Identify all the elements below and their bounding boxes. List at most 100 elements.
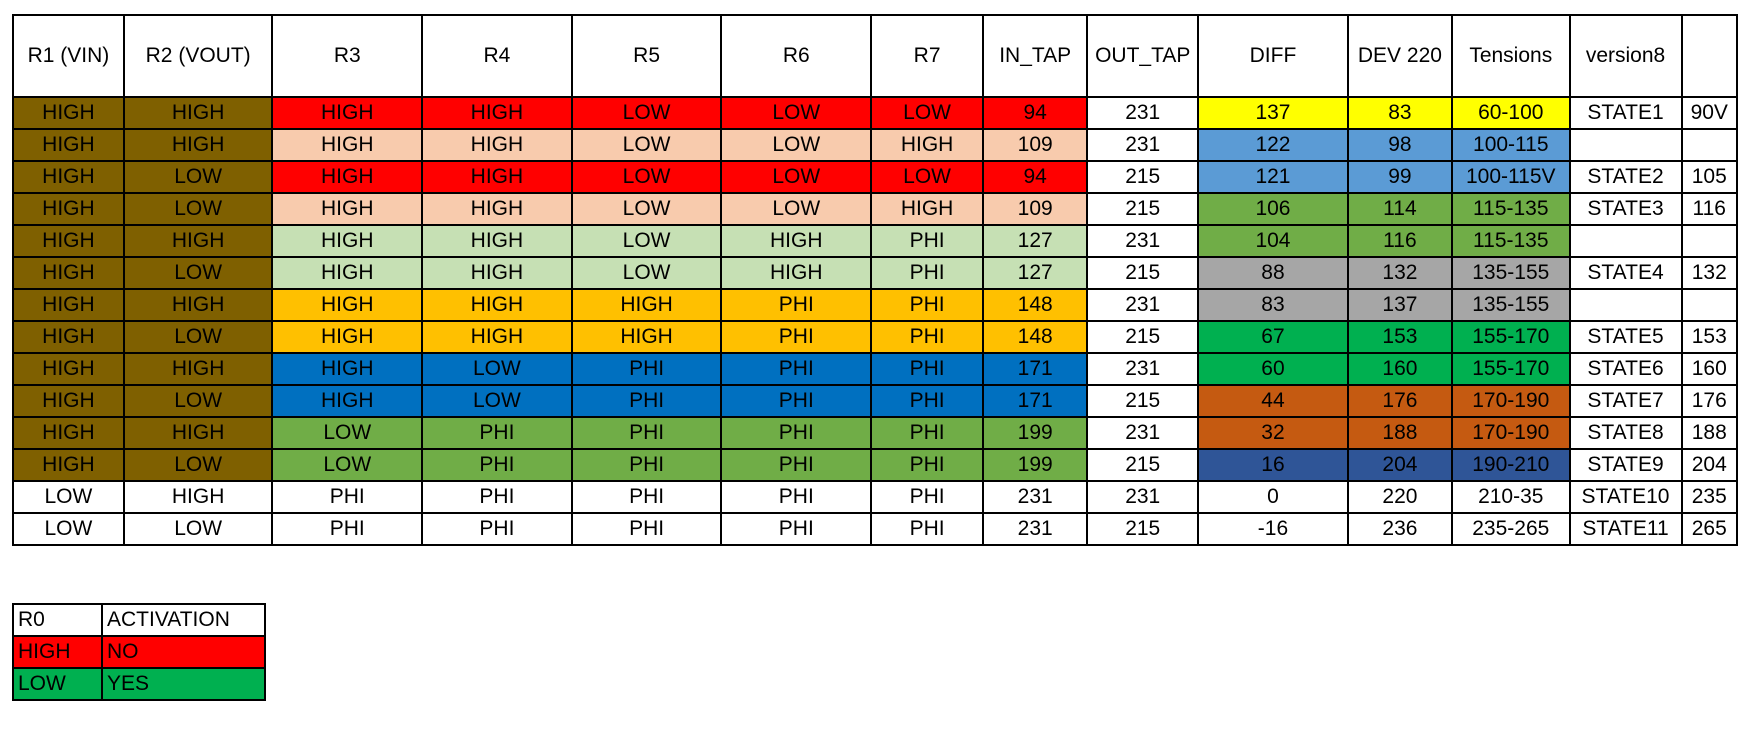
table-cell: STATE7 (1568, 384, 1683, 418)
table-cell: 176 (1680, 384, 1738, 418)
table-cell: STATE10 (1568, 480, 1683, 514)
table-row: HIGH HIGH HIGH HIGH HIGH PHI PHI 148 231 83 137 135… (12, 288, 1738, 322)
table-cell: HIGH (12, 96, 125, 130)
table-cell: 88 (1197, 256, 1349, 290)
table-cell: 60 (1197, 352, 1349, 386)
table-cell: 231 (1086, 128, 1200, 162)
column-header: R5 (570, 14, 723, 98)
table-cell: 231 (1086, 416, 1200, 450)
table-cell: HIGH (12, 416, 125, 450)
table-cell: PHI (870, 320, 985, 354)
column-header: R2 (VOUT) (122, 14, 274, 98)
table-cell: PHI (570, 512, 723, 546)
table-cell: STATE8 (1568, 416, 1683, 450)
table-cell: HIGH (271, 160, 424, 194)
table-cell: PHI (720, 512, 873, 546)
table-cell: HIGH (271, 288, 424, 322)
table-cell (1680, 288, 1738, 322)
table-row: LOW HIGH PHI PHI PHI PHI PHI 231 231 0 220 210-35 ST… (12, 480, 1738, 514)
table-cell: STATE11 (1568, 512, 1683, 546)
table-cell: 215 (1086, 192, 1200, 226)
table-cell: 132 (1680, 256, 1738, 290)
table-cell: PHI (870, 224, 985, 258)
table-cell: 115-135 (1451, 224, 1571, 258)
table-cell: HIGH (271, 192, 424, 226)
table-cell: 215 (1086, 160, 1200, 194)
relay-state-table: R1 (VIN) R2 (VOUT) R3 R4 R5 R6 R7 IN_TAP OUT_TAP… (12, 14, 1738, 546)
table-cell: LOW (122, 448, 274, 482)
table-cell: HIGH (271, 384, 424, 418)
table-cell: PHI (720, 416, 873, 450)
activation-legend-table: R0 ACTIVATION HIGH NO LOW YES (12, 603, 266, 701)
table-cell: 155-170 (1451, 320, 1571, 354)
table-cell: 231 (1086, 480, 1200, 514)
table-cell: PHI (870, 480, 985, 514)
table-cell: 215 (1086, 448, 1200, 482)
table-cell: HIGH (720, 224, 873, 258)
table-cell: STATE4 (1568, 256, 1683, 290)
table-cell: PHI (870, 288, 985, 322)
table-cell: PHI (720, 320, 873, 354)
table-cell: 190-210 (1451, 448, 1571, 482)
table-cell: LOW (870, 160, 985, 194)
legend-header: ACTIVATION (101, 603, 266, 637)
table-row: HIGH LOW HIGH LOW PHI PHI PHI 171 215 44 176 170-19… (12, 384, 1738, 418)
table-cell: HIGH (122, 128, 274, 162)
table-cell: LOW (122, 192, 274, 226)
column-header: R7 (870, 14, 985, 98)
table-cell: 90V (1680, 96, 1738, 130)
table-cell: HIGH (12, 256, 125, 290)
table-cell: HIGH (271, 96, 424, 130)
table-cell: 44 (1197, 384, 1349, 418)
table-cell: 236 (1346, 512, 1454, 546)
table-cell: LOW (122, 256, 274, 290)
table-row: HIGH LOW LOW PHI PHI PHI PHI 199 215 16 204 190-210… (12, 448, 1738, 482)
table-cell: PHI (720, 480, 873, 514)
table-cell: PHI (421, 416, 573, 450)
table-cell: 231 (1086, 288, 1200, 322)
table-cell: PHI (870, 352, 985, 386)
column-header: R4 (421, 14, 573, 98)
legend-cell: YES (101, 667, 266, 701)
table-cell: LOW (122, 512, 274, 546)
table-cell: 109 (982, 128, 1089, 162)
table-cell: LOW (720, 160, 873, 194)
table-cell: 160 (1346, 352, 1454, 386)
table-row: HIGH LOW HIGH HIGH LOW LOW HIGH 109 215 106 114 115… (12, 192, 1738, 226)
table-cell: STATE2 (1568, 160, 1683, 194)
table-cell: HIGH (12, 384, 125, 418)
table-cell: 153 (1680, 320, 1738, 354)
table-cell: 83 (1197, 288, 1349, 322)
table-cell: 148 (982, 320, 1089, 354)
table-cell: 188 (1680, 416, 1738, 450)
table-cell: LOW (122, 160, 274, 194)
table-cell: PHI (720, 288, 873, 322)
table-cell: PHI (870, 256, 985, 290)
table-cell: 170-190 (1451, 416, 1571, 450)
table-cell: 132 (1346, 256, 1454, 290)
table-cell: 210-35 (1451, 480, 1571, 514)
table-cell: HIGH (271, 128, 424, 162)
table-cell: 231 (982, 480, 1089, 514)
table-cell: 135-155 (1451, 288, 1571, 322)
table-cell: STATE3 (1568, 192, 1683, 226)
table-cell: HIGH (122, 416, 274, 450)
table-cell: PHI (870, 384, 985, 418)
table-cell: HIGH (421, 320, 573, 354)
table-cell: LOW (570, 256, 723, 290)
table-cell: 170-190 (1451, 384, 1571, 418)
table-cell: 235-265 (1451, 512, 1571, 546)
table-cell: HIGH (271, 256, 424, 290)
table-cell: 231 (982, 512, 1089, 546)
table-row: HIGH LOW HIGH HIGH LOW HIGH PHI 127 215 88 132 135-… (12, 256, 1738, 290)
table-cell: PHI (720, 352, 873, 386)
table-cell: HIGH (421, 224, 573, 258)
table-cell: 265 (1680, 512, 1738, 546)
table-cell: HIGH (122, 224, 274, 258)
table-cell: LOW (570, 96, 723, 130)
table-cell: 231 (1086, 352, 1200, 386)
table-cell: HIGH (870, 192, 985, 226)
table-cell: 83 (1346, 96, 1454, 130)
table-cell: 114 (1346, 192, 1454, 226)
column-header: DEV 220 (1346, 14, 1454, 98)
